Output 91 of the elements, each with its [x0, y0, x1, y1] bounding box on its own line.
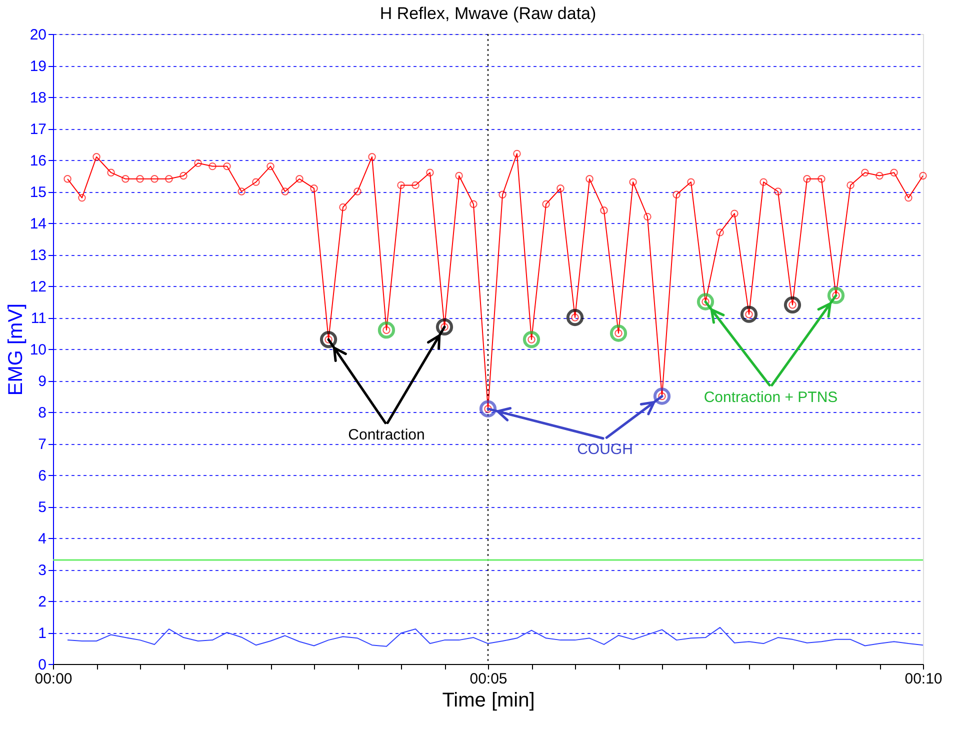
point	[378, 322, 396, 339]
y-tick-label: 2	[38, 594, 46, 610]
annotation: COUGH	[577, 440, 633, 458]
point	[266, 162, 274, 170]
point	[64, 175, 72, 183]
y-tick-label: 0	[38, 656, 46, 674]
y-tick-label: 5	[38, 499, 46, 516]
point	[78, 194, 86, 202]
y-tick-label: 8	[38, 404, 46, 422]
point	[252, 178, 260, 186]
point	[861, 168, 869, 176]
y-tick-label: 16	[30, 152, 46, 170]
point	[479, 400, 497, 418]
point	[566, 308, 584, 326]
y-tick-label: 7	[38, 436, 46, 453]
x-tick-label: 00:05	[470, 670, 508, 688]
point	[122, 175, 130, 183]
annotation: Contraction	[348, 426, 425, 444]
annotation: Contraction + PTNS	[704, 388, 838, 406]
point	[730, 210, 738, 218]
y-tick-label: 19	[30, 58, 46, 75]
point	[653, 388, 671, 405]
line-series	[67, 626, 924, 647]
y-tick-label: 18	[30, 90, 46, 106]
y-axis-title: EMG [mV]	[4, 303, 27, 396]
point	[208, 162, 216, 170]
point	[498, 190, 506, 198]
point	[165, 175, 173, 183]
point	[281, 188, 289, 196]
point	[818, 175, 826, 183]
chart-title: H Reflex, Mwave (Raw data)	[380, 4, 596, 23]
point	[890, 168, 898, 176]
point	[354, 188, 362, 196]
point	[846, 181, 854, 190]
point	[426, 168, 434, 176]
y-tick-label: 10	[30, 342, 46, 358]
point	[919, 172, 927, 180]
x-tick-label: 00:00	[34, 670, 72, 688]
y-tick-label: 6	[38, 468, 46, 484]
point	[610, 324, 628, 342]
point	[522, 330, 540, 348]
y-tick-label: 17	[30, 121, 46, 138]
point	[223, 162, 231, 170]
point	[136, 175, 144, 183]
point	[513, 150, 521, 158]
point	[672, 190, 680, 198]
x-tick-label: 00:10	[904, 670, 942, 688]
point	[876, 172, 884, 180]
point	[556, 184, 564, 192]
point	[320, 330, 338, 348]
y-tick-label: 13	[30, 247, 46, 264]
point	[696, 293, 714, 310]
point	[784, 296, 802, 314]
point	[412, 181, 420, 190]
point	[296, 175, 304, 183]
y-tick-label: 14	[30, 216, 46, 232]
y-tick-label: 3	[38, 562, 46, 579]
point	[904, 194, 912, 202]
point	[180, 172, 188, 180]
y-tick-label: 12	[30, 278, 46, 296]
point	[470, 200, 478, 208]
point	[310, 184, 318, 192]
point	[238, 188, 246, 196]
point	[600, 206, 608, 214]
point	[194, 159, 202, 167]
point	[827, 286, 845, 304]
y-tick-label: 9	[38, 373, 46, 390]
y-tick-label: 15	[30, 184, 46, 201]
point	[644, 212, 652, 221]
point	[339, 203, 347, 212]
point	[150, 175, 158, 183]
point	[629, 178, 637, 186]
point	[368, 153, 376, 161]
point	[760, 178, 768, 186]
point	[107, 168, 115, 176]
y-tick-label: 11	[30, 310, 46, 327]
point	[397, 181, 405, 190]
point	[687, 178, 695, 186]
point	[716, 228, 724, 236]
y-tick-label: 1	[38, 625, 46, 642]
y-tick-label: 4	[38, 530, 46, 548]
point	[740, 306, 758, 323]
point	[542, 200, 550, 208]
point	[436, 318, 454, 336]
point	[774, 188, 782, 196]
point	[586, 175, 594, 183]
y-tick-label: 20	[30, 26, 46, 44]
point	[455, 172, 463, 180]
point	[803, 175, 811, 183]
x-axis-title: Time [min]	[442, 690, 535, 712]
point	[92, 153, 100, 161]
